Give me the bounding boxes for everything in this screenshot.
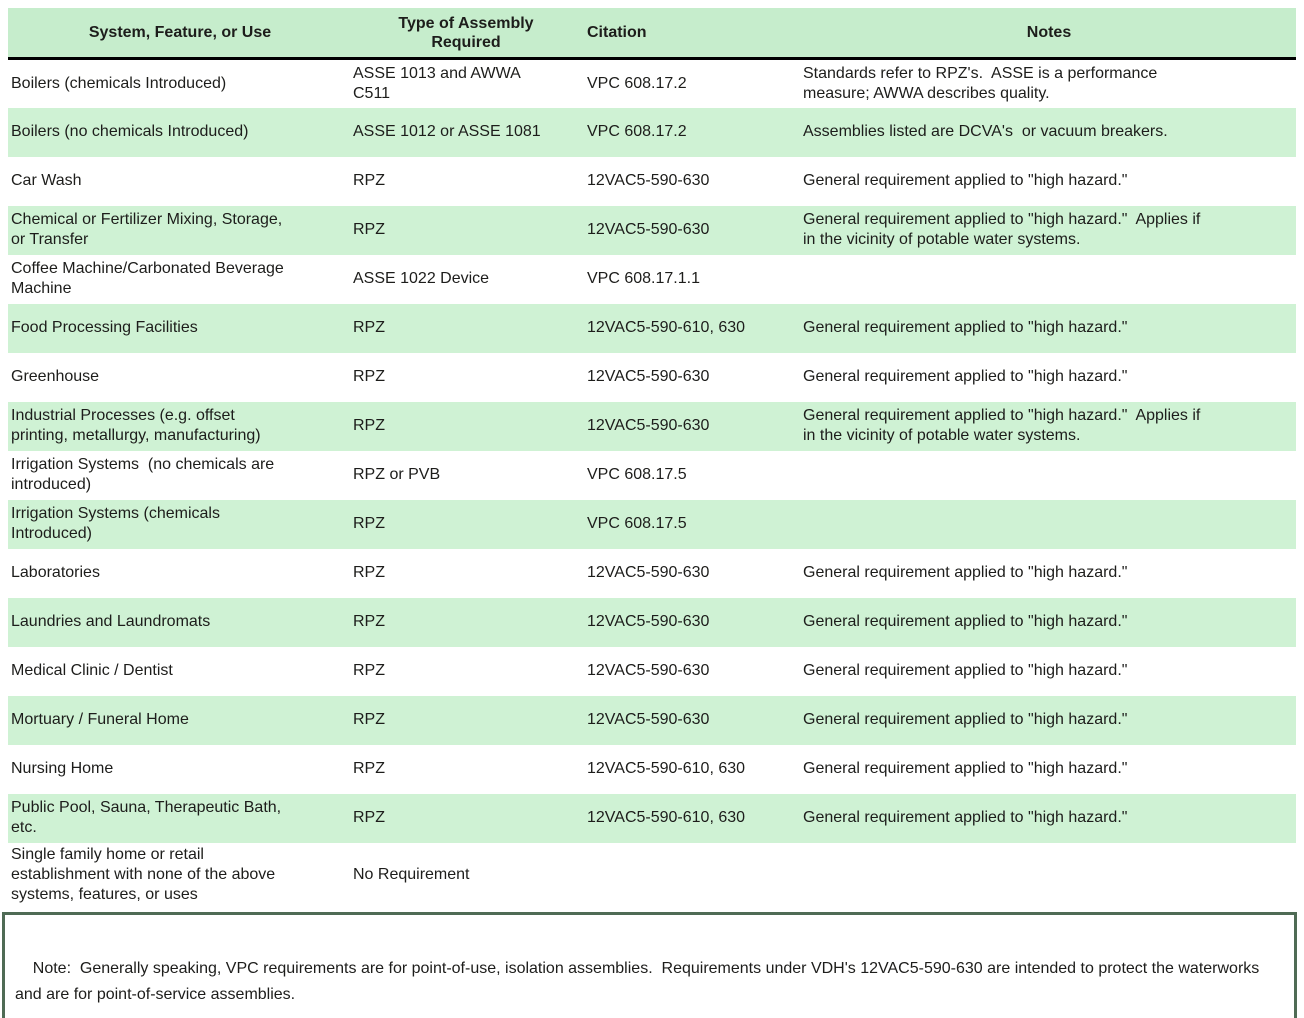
table-row: Laboratories RPZ 12VAC5-590-630 General req…: [8, 548, 1296, 598]
cell-system: Chemical or Fertilizer Mixing, Storage, …: [11, 211, 283, 248]
cell-assembly: ASSE 1022 Device: [353, 270, 490, 287]
note-text: Note: Generally speaking, VPC requiremen…: [15, 959, 1264, 1003]
table-row: Food Processing Facilities RPZ 12VAC5-590-…: [8, 303, 1296, 353]
cell-notes: [802, 843, 1296, 907]
cell-system: Irrigation Systems (chemicals Introduced…: [11, 505, 220, 542]
cell-notes: [802, 255, 1296, 304]
table-row: Public Pool, Sauna, Therapeutic Bath, et…: [8, 793, 1296, 843]
cell-assembly: RPZ: [353, 662, 385, 679]
cell-system: Coffee Machine/Carbonated Beverage Machi…: [11, 260, 284, 297]
cell-notes: General requirement applied to "high haz…: [803, 172, 1128, 189]
cell-citation: 12VAC5-590-610, 630: [587, 809, 746, 826]
table-row: Greenhouse RPZ 12VAC5-590-630 General requi…: [8, 352, 1296, 402]
cell-assembly: RPZ: [353, 809, 385, 826]
table-row: Car Wash RPZ 12VAC5-590-630 General require…: [8, 156, 1296, 206]
cell-assembly: ASSE 1013 and AWWA C511: [353, 64, 521, 102]
cell-notes: General requirement applied to "high haz…: [803, 809, 1128, 826]
cell-assembly: ASSE 1012 or ASSE 1081: [353, 123, 541, 140]
cell-citation: 12VAC5-590-630: [587, 613, 710, 630]
cell-assembly: RPZ: [353, 221, 385, 238]
col-header-notes: Notes: [802, 8, 1296, 60]
cell-notes: General requirement applied to "high haz…: [803, 760, 1128, 777]
cell-citation: VPC 608.17.1.1: [587, 270, 700, 287]
cell-system: Industrial Processes (e.g. offset printi…: [11, 407, 261, 444]
cell-citation: 12VAC5-590-630: [587, 662, 710, 679]
cell-system: Single family home or retail establishme…: [11, 845, 276, 903]
requirements-table: System, Feature, or Use Type of Assembly…: [8, 8, 1296, 907]
col-header-system: System, Feature, or Use: [8, 8, 352, 60]
cell-system: Car Wash: [11, 172, 82, 189]
cell-system: Mortuary / Funeral Home: [11, 711, 189, 728]
cell-citation: 12VAC5-590-630: [587, 221, 710, 238]
table-row: Irrigation Systems (no chemicals are int…: [8, 450, 1296, 500]
cell-system: Boilers (no chemicals Introduced): [11, 123, 249, 140]
cell-citation: 12VAC5-590-630: [587, 417, 710, 434]
cell-citation: [580, 843, 802, 907]
cell-notes: Standards refer to RPZ's. ASSE is a perf…: [803, 64, 1158, 102]
cell-citation: 12VAC5-590-630: [587, 172, 710, 189]
col-header-assembly: Type of Assembly Required: [352, 8, 580, 60]
table-row: Medical Clinic / Dentist RPZ 12VAC5-590-63…: [8, 646, 1296, 696]
col-header-citation: Citation: [580, 8, 802, 60]
table-row: Chemical or Fertilizer Mixing, Storage, …: [8, 205, 1296, 255]
table-row: Irrigation Systems (chemicals Introduced…: [8, 499, 1296, 549]
cell-assembly: RPZ: [353, 172, 385, 189]
cell-citation: VPC 608.17.2: [587, 123, 687, 140]
cell-assembly: No Requirement: [353, 865, 470, 883]
cell-notes: Assemblies listed are DCVA's or vacuum b…: [803, 123, 1168, 140]
table-row: Boilers (no chemicals Introduced) ASSE 10…: [8, 107, 1296, 157]
cell-assembly: RPZ: [353, 515, 385, 532]
cell-assembly: RPZ: [353, 564, 385, 581]
cell-notes: [802, 500, 1296, 549]
cell-system: Laboratories: [11, 564, 100, 581]
cell-citation: VPC 608.17.5: [587, 466, 687, 483]
cell-assembly: RPZ: [353, 613, 385, 630]
cell-citation: 12VAC5-590-610, 630: [587, 319, 746, 336]
cell-system: Laundries and Laundromats: [11, 613, 211, 630]
table-header-row: System, Feature, or Use Type of Assembly…: [8, 8, 1296, 60]
cell-assembly: RPZ or PVB: [353, 466, 441, 483]
cell-notes: General requirement applied to "high haz…: [803, 211, 1201, 248]
cell-assembly: RPZ: [353, 417, 385, 434]
cell-assembly: RPZ: [353, 368, 385, 385]
cell-assembly: RPZ: [353, 319, 385, 336]
table-row: Laundries and Laundromats RPZ 12VAC5-590-6…: [8, 597, 1296, 647]
cell-system: Food Processing Facilities: [11, 319, 198, 336]
cell-notes: General requirement applied to "high haz…: [803, 564, 1128, 581]
cell-citation: 12VAC5-590-610, 630: [587, 760, 746, 777]
cell-system: Irrigation Systems (no chemicals are int…: [11, 456, 275, 493]
cell-system: Greenhouse: [11, 368, 100, 385]
cell-citation: VPC 608.17.2: [587, 74, 687, 92]
cell-citation: 12VAC5-590-630: [587, 564, 710, 581]
note-box: Note: Generally speaking, VPC requiremen…: [2, 911, 1297, 1018]
table-body: Boilers (chemicals Introduced) ASSE 1013 …: [8, 58, 1296, 907]
cell-notes: General requirement applied to "high haz…: [803, 711, 1128, 728]
cell-notes: General requirement applied to "high haz…: [803, 662, 1128, 679]
cell-notes: General requirement applied to "high haz…: [803, 407, 1201, 444]
table-row: Single family home or retail establishme…: [8, 842, 1296, 907]
cell-citation: VPC 608.17.5: [587, 515, 687, 532]
cell-notes: [802, 451, 1296, 500]
cell-assembly: RPZ: [353, 760, 385, 777]
table-header: System, Feature, or Use Type of Assembly…: [8, 8, 1296, 60]
table-row: Mortuary / Funeral Home RPZ 12VAC5-590-630…: [8, 695, 1296, 745]
cell-notes: General requirement applied to "high haz…: [803, 613, 1128, 630]
cell-notes: General requirement applied to "high haz…: [803, 319, 1128, 336]
cell-system: Medical Clinic / Dentist: [11, 662, 173, 679]
table-row: Nursing Home RPZ 12VAC5-590-610, 630 Genera…: [8, 744, 1296, 794]
table-row: Industrial Processes (e.g. offset printi…: [8, 401, 1296, 451]
cell-system: Public Pool, Sauna, Therapeutic Bath, et…: [11, 799, 282, 836]
cell-system: Nursing Home: [11, 760, 114, 777]
table-row: Boilers (chemicals Introduced) ASSE 1013 …: [8, 58, 1296, 108]
cell-citation: 12VAC5-590-630: [587, 368, 710, 385]
cell-system: Boilers (chemicals Introduced): [11, 74, 227, 92]
cell-notes: General requirement applied to "high haz…: [803, 368, 1128, 385]
cell-assembly: RPZ: [353, 711, 385, 728]
cell-citation: 12VAC5-590-630: [587, 711, 710, 728]
table-row: Coffee Machine/Carbonated Beverage Machi…: [8, 254, 1296, 304]
